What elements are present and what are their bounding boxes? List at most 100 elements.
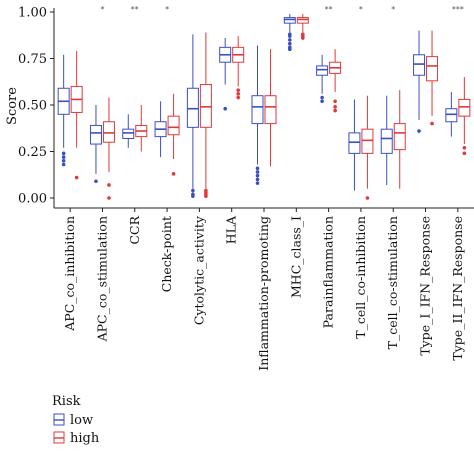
legend-title: Risk [52, 394, 81, 409]
significance-label: * [359, 5, 363, 14]
axes-layer [50, 8, 474, 212]
box-high [199, 32, 212, 198]
outlier-point [255, 166, 260, 171]
outlier-point [333, 99, 337, 104]
x-tick-label: Inflammation-promoting [256, 216, 271, 371]
box-high [393, 90, 406, 189]
box-iqr [445, 108, 458, 123]
x-tick-label: Check-point [159, 216, 174, 292]
box-low [283, 13, 296, 51]
box-iqr [167, 115, 180, 136]
box-low [219, 38, 232, 111]
box-high [329, 49, 342, 113]
box-high [264, 49, 277, 167]
box-low [89, 105, 102, 184]
x-tick-label: APC_co_stimulation [94, 216, 109, 342]
x-tick-label: T_cell_co-inhibition [353, 216, 368, 339]
box-iqr [348, 132, 361, 154]
outlier-point [255, 177, 260, 182]
box-iqr [264, 95, 277, 125]
significance-label: ** [131, 5, 139, 14]
significance-label: * [391, 5, 395, 14]
legend-entry-low: low [53, 413, 93, 428]
x-tick-label: Type_II_IFN_Response [450, 216, 465, 361]
box-iqr [393, 123, 406, 151]
box-high [426, 30, 439, 126]
outlier-point [320, 99, 324, 104]
x-tick-label: Parainflammation [321, 216, 336, 328]
outlier-point [333, 108, 337, 113]
legend-key-high [53, 431, 65, 444]
box-iqr [251, 95, 264, 125]
legend-label-low: low [70, 413, 93, 428]
box-iqr [296, 17, 309, 24]
box-iqr [283, 17, 296, 24]
box-high [232, 36, 245, 100]
outlier-point [462, 151, 467, 156]
box-iqr [186, 87, 199, 128]
outlier-point [107, 196, 111, 200]
outlier-point [61, 155, 66, 159]
box-low [380, 95, 393, 185]
outlier-point [417, 129, 421, 133]
legend: Risk low high [52, 394, 100, 446]
outlier-point [255, 173, 260, 178]
outlier-point [365, 196, 370, 200]
box-iqr [426, 56, 439, 82]
outlier-point [223, 106, 227, 111]
y-axis-title: Score [5, 87, 20, 125]
box-high [167, 93, 180, 176]
outlier-point [288, 38, 292, 42]
box-iqr [316, 65, 329, 76]
outlier-point [171, 172, 176, 176]
box-high [135, 105, 148, 152]
box-low [186, 34, 199, 198]
outlier-point [462, 145, 467, 150]
box-high [361, 95, 374, 200]
boxes-layer [57, 13, 471, 200]
significance-label: * [100, 5, 104, 14]
outlier-point [61, 159, 66, 163]
box-low [251, 45, 264, 185]
outlier-point [236, 92, 240, 96]
box-low [154, 101, 167, 158]
outlier-point [74, 175, 79, 180]
box-high [102, 97, 115, 200]
labels-layer: 0.00 0.25 0.50 0.75 1.00 APC_co_inhibition APC… [18, 5, 465, 371]
outlier-point [236, 88, 240, 92]
outlier-point [301, 36, 305, 40]
outlier-point [430, 121, 434, 126]
box-iqr [413, 54, 426, 76]
outlier-point [288, 34, 292, 38]
significance-label: * [165, 5, 169, 14]
box-iqr [380, 128, 393, 154]
outlier-point [288, 41, 292, 46]
x-tick-label: MHC_class_I [288, 216, 303, 298]
box-iqr [102, 121, 115, 143]
outlier-point [320, 95, 324, 100]
legend-entry-high: high [53, 431, 100, 446]
box-iqr [361, 128, 374, 154]
significance-label: *** [452, 5, 464, 14]
outlier-point [255, 181, 260, 185]
outlier-point [61, 162, 66, 167]
outlier-point [107, 183, 111, 187]
x-tick-label: Cytolytic_activity [191, 215, 206, 325]
box-iqr [458, 98, 471, 117]
box-high [458, 77, 471, 156]
outlier-point [255, 170, 260, 174]
outlier-point [61, 151, 66, 156]
x-tick-label: Type_I_IFN_Response [418, 216, 433, 356]
outlier-point [191, 194, 195, 198]
legend-label-high: high [70, 431, 100, 446]
x-tick-label: CCR [127, 215, 142, 244]
box-low [122, 114, 135, 148]
y-tick-label: 0.50 [18, 99, 47, 114]
box-iqr [199, 84, 212, 128]
box-low [413, 30, 426, 133]
significance-label: ** [325, 5, 333, 14]
box-low [445, 91, 458, 137]
outlier-point [94, 179, 98, 184]
x-tick-label: T_cell_co-stimulation [385, 216, 400, 349]
